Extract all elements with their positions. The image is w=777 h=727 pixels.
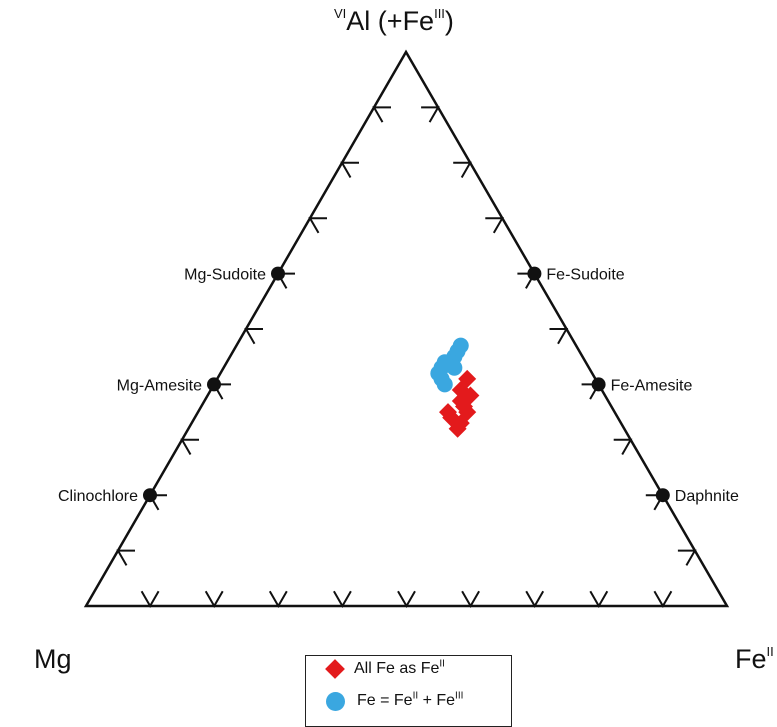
end-member-label: Mg-Amesite <box>117 377 202 394</box>
tick-mark <box>589 590 609 608</box>
data-point-diamond <box>438 403 457 422</box>
legend-item-fe-ii-plus-fe-iii: Fe = FeII + FeIII <box>306 688 463 714</box>
tick-mark <box>340 161 359 179</box>
legend-label: Fe = FeII + FeIII <box>357 690 464 709</box>
tick-mark <box>372 106 391 123</box>
tick-marks <box>116 106 697 608</box>
ternary-frame <box>83 49 730 608</box>
tick-mark <box>308 217 327 234</box>
end-member-label: Daphnite <box>675 488 739 505</box>
tick-mark <box>116 549 135 566</box>
legend-circle-marker <box>326 691 345 711</box>
tick-mark <box>453 161 472 179</box>
tick-mark <box>268 590 288 608</box>
tick-mark <box>677 549 697 566</box>
tick-mark <box>204 590 224 608</box>
end-member-label: Fe-Sudoite <box>546 267 624 284</box>
tick-mark <box>333 590 352 608</box>
tick-mark <box>421 106 440 123</box>
apex-label-top: VIAl (+FeIII) <box>334 6 454 36</box>
tick-mark <box>397 590 416 608</box>
legend-diamond-marker <box>325 659 345 679</box>
end-member-point <box>143 488 157 503</box>
end-member-point <box>271 266 285 281</box>
data-point-circle <box>436 376 453 393</box>
end-member-point <box>591 377 606 392</box>
end-member-point <box>527 266 542 281</box>
apex-label-left: Mg <box>34 644 72 674</box>
end-member-label: Mg-Sudoite <box>184 267 266 284</box>
end-member-points: Mg-Sudoite Mg-Amesite Clinochlore Fe-Sudoit… <box>58 266 739 505</box>
tick-mark <box>549 328 569 345</box>
series-fe-ii-plus-fe-iii <box>430 337 469 393</box>
end-member-point <box>655 488 670 503</box>
tick-mark <box>244 328 263 345</box>
data-point-diamond <box>448 419 467 438</box>
tick-mark <box>140 590 160 608</box>
legend: All Fe as FeII Fe = FeII + FeIII <box>305 655 512 727</box>
legend-label: All Fe as FeII <box>354 658 445 677</box>
tick-mark <box>461 590 480 608</box>
apex-label-right: FeII <box>735 644 774 674</box>
data-series <box>430 337 480 438</box>
tick-mark <box>613 438 633 456</box>
tick-mark <box>653 590 673 608</box>
end-member-label: Clinochlore <box>58 488 138 505</box>
data-point-circle <box>436 354 453 371</box>
legend-item-all-fe-ii: All Fe as FeII <box>306 656 445 682</box>
series-all-fe-ii <box>438 369 480 438</box>
data-point-diamond <box>461 386 480 405</box>
tick-mark <box>525 590 545 608</box>
tick-mark <box>485 217 505 234</box>
tick-mark <box>180 438 199 456</box>
end-member-point <box>207 377 221 392</box>
end-member-label: Fe-Amesite <box>611 377 693 394</box>
